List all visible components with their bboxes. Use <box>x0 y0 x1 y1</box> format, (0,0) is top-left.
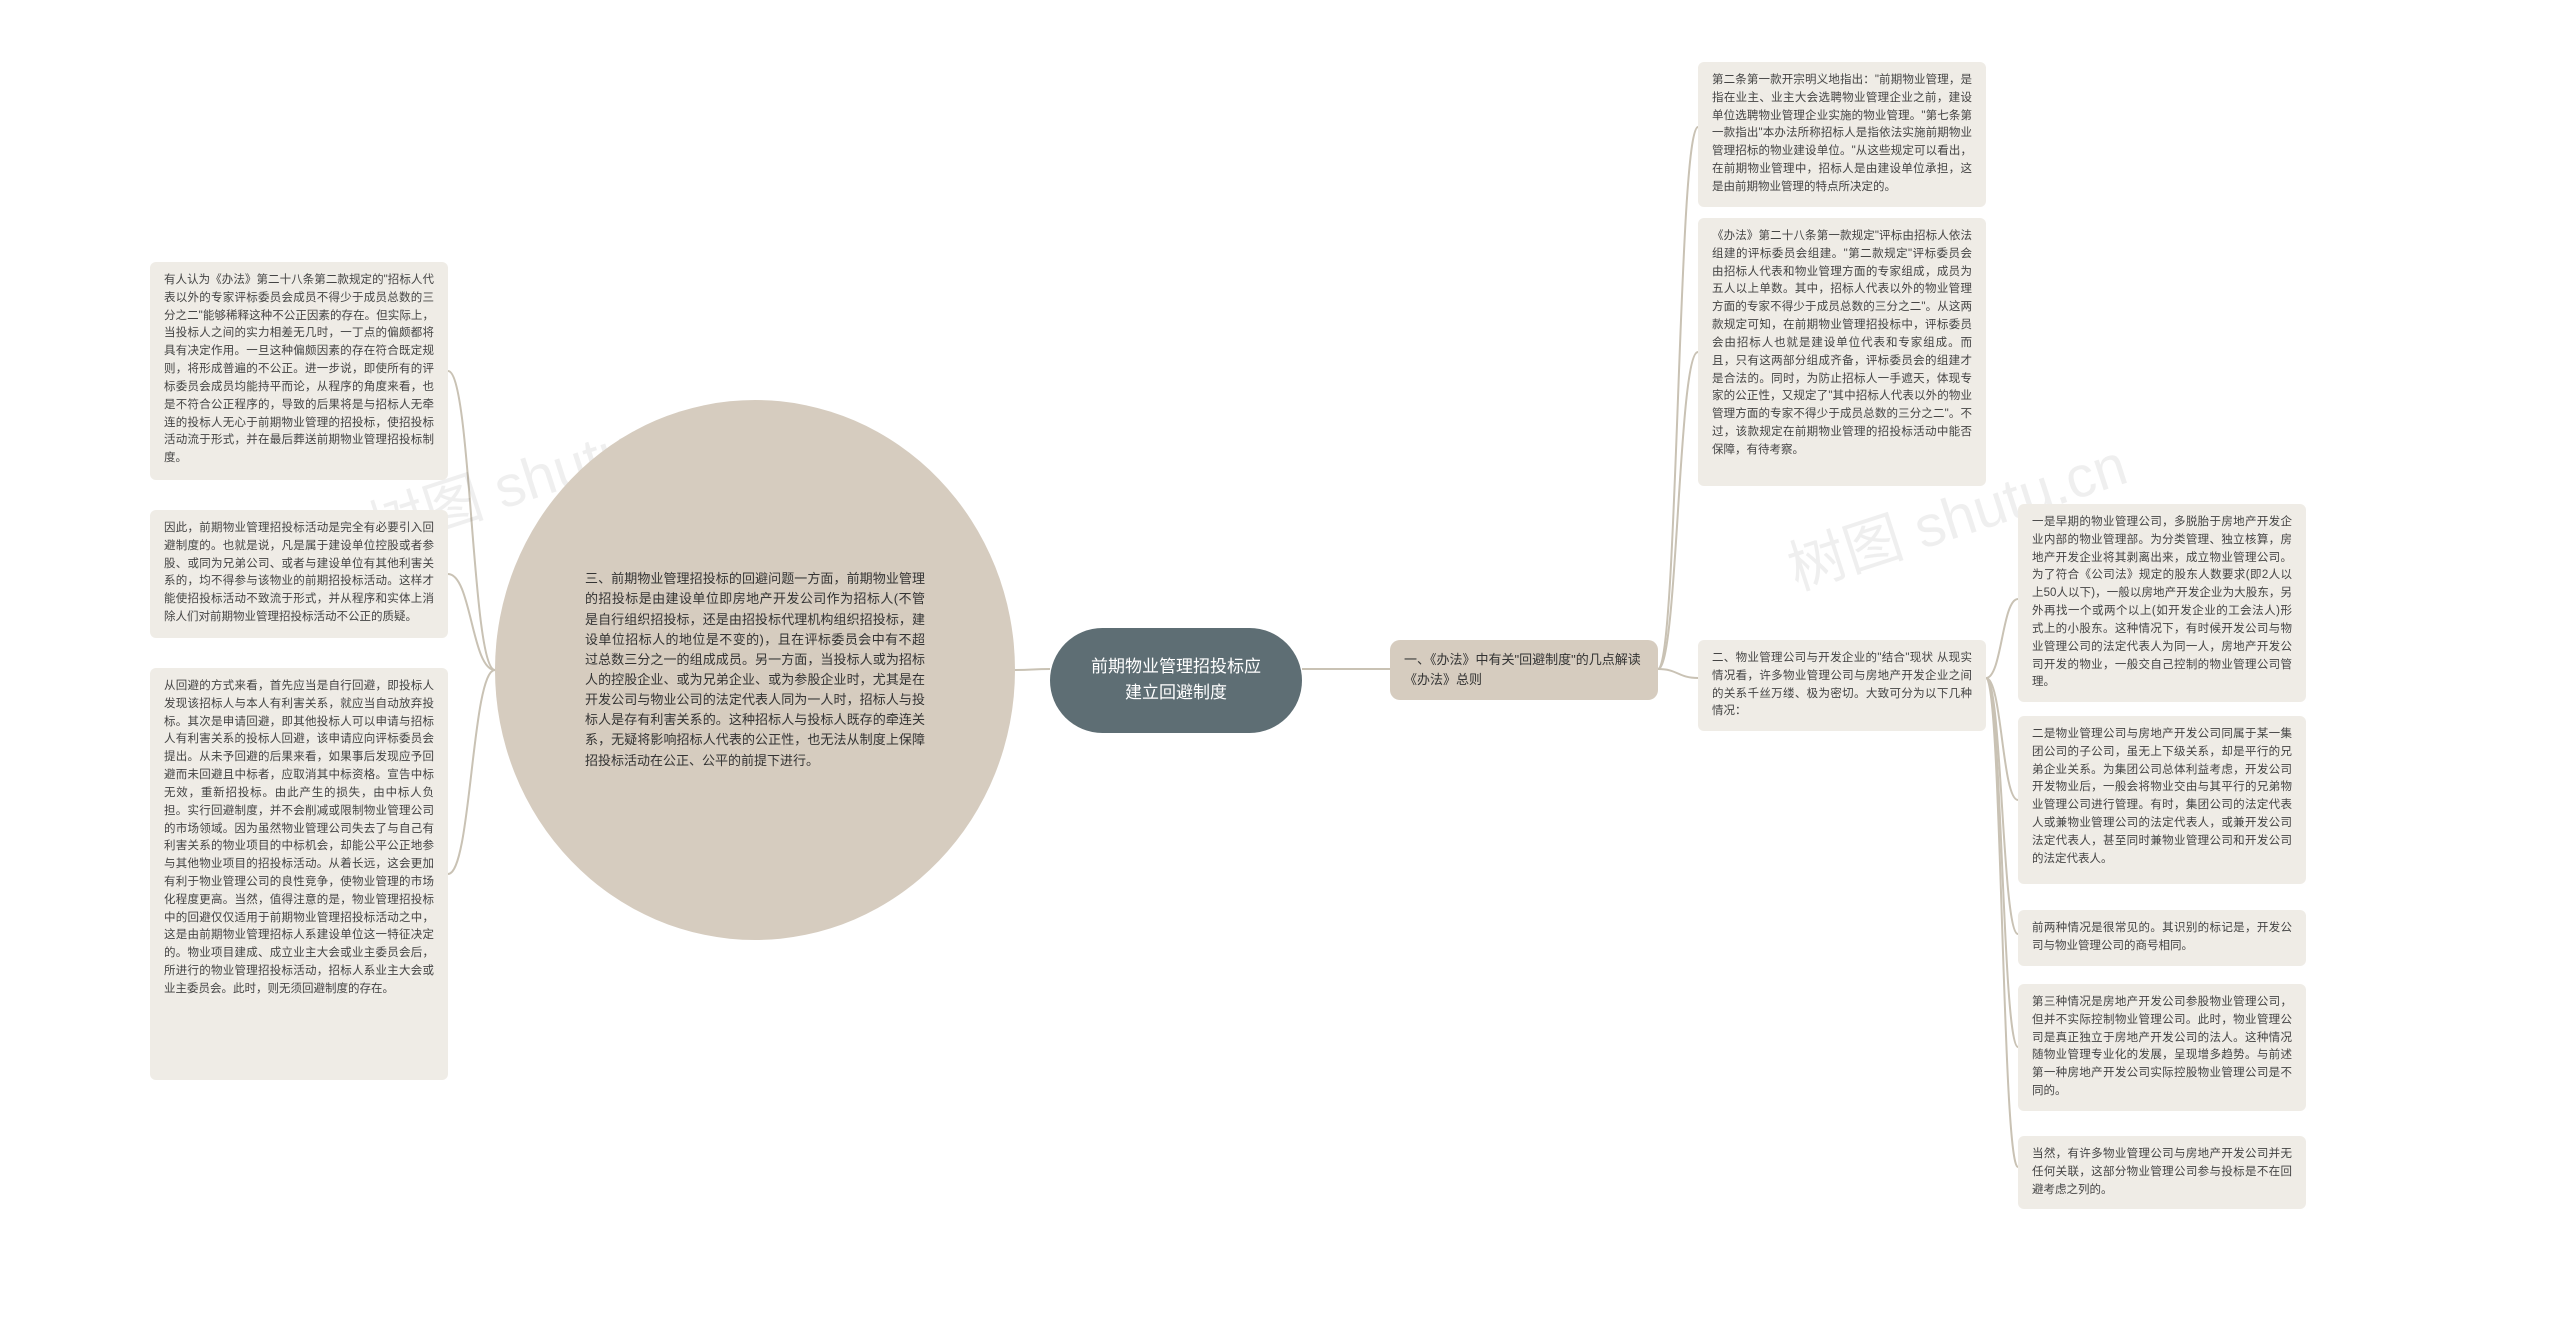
left-branch-label: 三、前期物业管理招投标的回避问题一方面，前期物业管理的招投标是由建设单位即房地产… <box>585 569 925 770</box>
right-subleaf-r3a: 一是早期的物业管理公司，多脱胎于房地产开发企业内部的物业管理部。为分类管理、独立… <box>2018 504 2306 702</box>
right-subleaf-r3d: 第三种情况是房地产开发公司参股物业管理公司，但并不实际控制物业管理公司。此时，物… <box>2018 984 2306 1111</box>
right-subleaf-r3c: 前两种情况是很常见的。其识别的标记是，开发公司与物业管理公司的商号相同。 <box>2018 910 2306 966</box>
center-node: 前期物业管理招投标应建立回避制度 <box>1050 628 1302 733</box>
left-leaf-l2: 因此，前期物业管理招投标活动是完全有必要引入回避制度的。也就是说，凡是属于建设单… <box>150 510 448 638</box>
right-leaf-r3: 二、物业管理公司与开发企业的"结合"现状 从现实情况看，许多物业管理公司与房地产… <box>1698 640 1986 731</box>
right-branch-node: 一、《办法》中有关"回避制度"的几点解读《办法》总则 <box>1390 640 1658 700</box>
right-subleaf-r3b: 二是物业管理公司与房地产开发公司同属于某一集团公司的子公司，虽无上下级关系，却是… <box>2018 716 2306 884</box>
left-leaf-l1: 有人认为《办法》第二十八条第二款规定的"招标人代表以外的专家评标委员会成员不得少… <box>150 262 448 480</box>
right-subleaf-r3e: 当然，有许多物业管理公司与房地产开发公司并无任何关联，这部分物业管理公司参与投标… <box>2018 1136 2306 1209</box>
right-leaf-r2: 《办法》第二十八条第一款规定"评标由招标人依法组建的评标委员会组建。"第二款规定… <box>1698 218 1986 486</box>
center-label: 前期物业管理招投标应建立回避制度 <box>1084 654 1268 707</box>
right-leaf-r1: 第二条第一款开宗明义地指出："前期物业管理，是指在业主、业主大会选聘物业管理企业… <box>1698 62 1986 207</box>
right-branch-label: 一、《办法》中有关"回避制度"的几点解读《办法》总则 <box>1404 652 1641 687</box>
left-leaf-l3: 从回避的方式来看，首先应当是自行回避，即投标人发现该招标人与本人有利害关系，就应… <box>150 668 448 1080</box>
left-branch-node: 三、前期物业管理招投标的回避问题一方面，前期物业管理的招投标是由建设单位即房地产… <box>495 400 1015 940</box>
